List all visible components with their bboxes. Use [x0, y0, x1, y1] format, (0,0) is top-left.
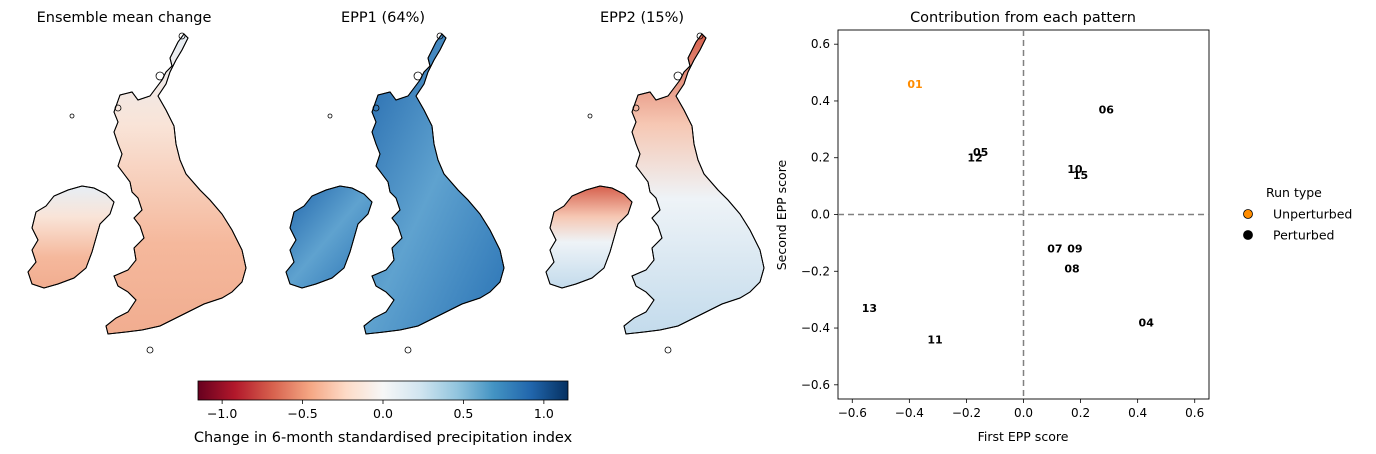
y-tick-label: 0.0: [811, 208, 830, 222]
y-tick-label: −0.6: [801, 378, 830, 392]
x-tick-label: 0.4: [1128, 406, 1147, 420]
legend-label: Perturbed: [1273, 228, 1334, 243]
colorbar-tick-label: 0.0: [373, 406, 393, 421]
map-landmass: [285, 33, 505, 335]
map-epp1: [285, 32, 505, 354]
y-tick-label: −0.4: [801, 321, 830, 335]
colorbar-tick-label: 1.0: [534, 406, 554, 421]
point-label: 10: [1067, 163, 1083, 176]
y-tick-label: 0.2: [811, 151, 830, 165]
map-island: [404, 346, 412, 354]
map-island: [372, 104, 380, 112]
y-tick-label: 0.4: [811, 94, 830, 108]
x-tick-label: 0.0: [1014, 406, 1033, 420]
point-label: 12: [967, 152, 982, 165]
legend-title: Run type: [1266, 185, 1322, 200]
point-label: 13: [862, 302, 877, 315]
point-label: 06: [1099, 103, 1115, 116]
map-island: [673, 71, 683, 81]
map-title: Ensemble mean change: [37, 10, 212, 26]
colorbar: −1.0 −0.5 0.0 0.5 1.0 Change in 6-month stan…: [194, 380, 573, 446]
legend-marker: [1243, 230, 1253, 240]
map-mean: [27, 32, 247, 354]
scatter-title: Contribution from each pattern: [910, 10, 1136, 26]
map-island: [155, 71, 165, 81]
x-tick-label: 0.6: [1185, 406, 1204, 420]
map-island: [327, 113, 333, 119]
map-island: [664, 346, 672, 354]
map-island: [436, 32, 444, 40]
x-axis-label: First EPP score: [978, 429, 1069, 444]
colorbar-gradient: [197, 380, 569, 401]
legend: Run type Unperturbed Perturbed: [1243, 185, 1352, 243]
point-label: 15: [1073, 169, 1088, 182]
point-label: 04: [1139, 316, 1155, 329]
point-label: 01: [907, 78, 922, 91]
map-landmass: [27, 33, 247, 335]
map-title: EPP2 (15%): [600, 10, 684, 26]
point-label: 09: [1067, 243, 1082, 256]
point-label: 05: [973, 146, 988, 159]
map-epp2: [545, 32, 765, 354]
point-label: 07: [1047, 243, 1062, 256]
map-island: [114, 104, 122, 112]
colorbar-tick-label: −0.5: [287, 406, 317, 421]
colorbar-tick-label: 0.5: [453, 406, 473, 421]
y-axis-label: Second EPP score: [774, 159, 789, 270]
legend-marker: [1243, 209, 1253, 219]
point-label: 11: [927, 333, 942, 346]
map-island: [413, 71, 423, 81]
map-island: [632, 104, 640, 112]
y-tick-label: −0.2: [801, 264, 830, 278]
map-landmass: [545, 33, 765, 335]
x-tick-label: 0.2: [1071, 406, 1090, 420]
x-tick-label: −0.4: [895, 406, 924, 420]
map-island: [178, 32, 186, 40]
map-island: [69, 113, 75, 119]
y-tick-label: 0.6: [811, 37, 830, 51]
map-title: EPP1 (64%): [341, 10, 425, 26]
legend-label: Unperturbed: [1273, 207, 1352, 222]
colorbar-label: Change in 6-month standardised precipita…: [194, 430, 573, 446]
colorbar-tick-label: −1.0: [207, 406, 237, 421]
map-island: [587, 113, 593, 119]
map-island: [696, 32, 704, 40]
scatter-panel: Contribution from each pattern −0.6 −0.4 −…: [774, 10, 1210, 444]
x-tick-label: −0.2: [952, 406, 981, 420]
x-tick-label: −0.6: [838, 406, 867, 420]
map-island: [146, 346, 154, 354]
point-label: 08: [1064, 262, 1079, 275]
